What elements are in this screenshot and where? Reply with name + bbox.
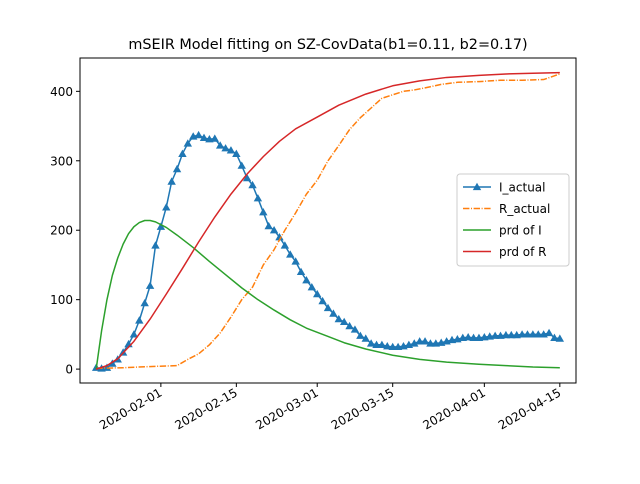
data-point-marker [129,330,139,338]
data-point-marker [135,316,144,324]
data-point-marker [162,203,171,211]
data-point-marker [377,340,387,348]
data-point-marker [555,334,565,342]
data-point-marker [544,328,554,337]
chart-title: mSEIR Model fitting on SZ-CovData(b1=0.1… [128,37,527,53]
x-tick-label: 2020-02-01 [97,385,164,432]
data-point-marker [313,289,322,298]
data-point-marker [286,250,295,258]
data-point-marker [523,330,532,338]
data-point-marker [334,314,343,323]
series-line-1 [96,73,561,370]
data-point-marker [167,177,176,185]
x-tick-label: 2020-04-15 [496,385,563,432]
x-tick-label: 2020-02-15 [172,385,239,432]
plot-frame [79,57,577,384]
series-line-3 [95,71,560,370]
data-point-marker [215,141,225,149]
data-point-marker [528,330,538,338]
data-point-marker [345,321,354,330]
x-tick-label: 2020-03-15 [329,385,396,432]
legend-label-1: R_actual [499,202,550,216]
data-point-marker [426,339,435,347]
data-point-marker [296,267,306,276]
data-point-marker [463,332,473,341]
data-point-marker [550,333,559,342]
data-point-marker [242,173,252,182]
legend-label-0: I_actual [499,181,546,195]
data-point-marker [178,149,187,157]
data-point-marker [253,194,263,202]
data-point-marker [415,337,424,345]
data-point-marker [275,232,284,241]
data-point-marker [307,282,317,291]
data-point-marker [172,164,182,173]
data-point-marker [534,330,543,338]
y-tick-label: 400 [50,85,73,99]
data-point-marker [102,363,112,371]
y-tick-label: 200 [50,224,73,238]
data-point-marker [248,180,257,189]
data-point-marker [388,342,397,351]
data-point-marker [145,281,155,289]
data-point-marker [237,161,246,169]
y-tick-label: 0 [65,363,73,377]
data-point-marker [259,207,268,216]
data-point-marker [507,330,516,339]
y-axis: 0 100 200 300 400 [50,85,80,377]
x-tick-label: 2020-04-01 [420,385,487,432]
data-point-marker [199,133,209,142]
data-point-marker [372,340,381,348]
plot-area [91,71,565,372]
data-point-marker [410,339,419,347]
data-point-marker [302,276,311,284]
data-point-marker [210,134,219,142]
data-point-marker [226,146,236,154]
legend-label-2: prd of I [499,224,542,238]
data-point-marker [280,241,290,249]
data-point-marker [232,149,241,157]
data-point-marker [420,337,430,345]
data-point-marker [356,331,365,339]
data-point-marker [140,298,149,307]
data-point-marker [156,222,166,230]
y-tick-label: 100 [50,293,73,307]
data-point-marker [194,130,203,139]
data-point-marker [361,334,370,342]
data-point-marker [350,325,360,333]
data-point-marker [269,226,279,234]
legend-label-3: prd of R [499,245,547,259]
data-point-marker [183,139,193,147]
data-point-marker [323,303,333,312]
y-tick-label: 300 [50,154,73,168]
data-point-marker [339,317,349,326]
data-point-marker [490,331,500,339]
series-line-2 [95,219,560,370]
legend-frame [456,173,570,267]
data-point-marker [318,296,327,305]
x-axis: 2020-02-01 2020-02-15 2020-03-01 2020-03-15… [97,383,563,432]
data-point-marker [501,330,511,339]
data-point-marker [517,330,527,338]
data-point-marker [221,144,230,152]
data-point-marker [264,221,273,230]
data-point-marker [383,341,392,350]
data-point-marker [469,333,478,342]
x-tick-label: 2020-03-01 [253,385,320,432]
data-point-marker [329,309,338,317]
legend-marker-0 [472,182,482,191]
data-point-marker [366,339,376,347]
data-point-marker [291,257,300,265]
data-point-marker [151,241,160,249]
